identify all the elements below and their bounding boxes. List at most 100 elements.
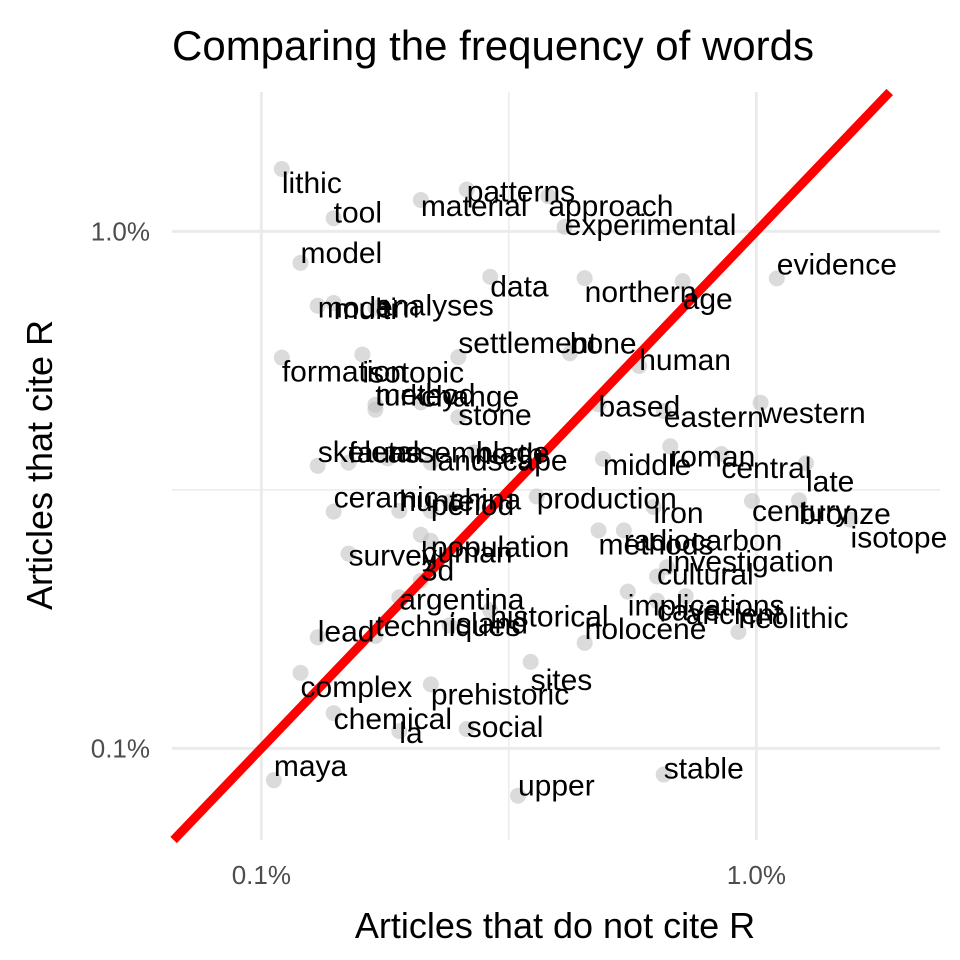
data-point [619,583,636,600]
word-label: cave [657,595,720,628]
data-point [412,394,429,411]
word-label: roman [670,440,755,473]
data-point [655,766,672,783]
word-label: maya [274,750,348,783]
word-label: survey [348,540,436,573]
data-point [422,502,439,519]
word-label: age [683,283,733,316]
word-label: approach [548,190,673,223]
word-label: landscape [431,445,568,478]
data-point [522,653,539,670]
major-gridlines [172,92,940,840]
data-point [325,294,342,311]
word-label: techniques [375,610,520,643]
data-point [730,623,747,640]
word-label: production [537,483,677,516]
data-point [292,254,309,271]
data-point [528,488,545,505]
word-label: turkey [375,380,457,413]
word-label: isotopic [362,356,464,389]
word-label: human [421,537,513,570]
word-label: china [450,484,522,517]
data-point [561,345,578,362]
data-point [340,545,357,562]
data-point [450,349,467,366]
word-label: complex [301,671,413,704]
word-label: change [421,380,519,413]
word-label: ancient [686,598,783,631]
word-label: lead [318,615,375,648]
y-axis-title: Articles that cite R [19,320,60,610]
data-point [265,772,282,789]
word-label: method [375,379,475,412]
data-point [743,492,760,509]
data-point [412,191,429,208]
data-point [713,446,730,463]
word-label: la [399,717,423,750]
data-point [325,503,342,520]
word-label: sites [531,664,593,697]
word-label: eastern [664,401,764,434]
data-point [648,592,665,609]
word-label: 3d [421,555,454,588]
word-label: historical [490,600,608,633]
data-point [482,268,499,285]
data-point [450,409,467,426]
data-point [422,454,439,471]
word-label: island [450,607,528,640]
word-label: argentina [399,583,524,616]
data-point [354,346,371,363]
data-point [458,721,475,738]
data-point [466,444,483,461]
word-label: chemical [334,703,452,736]
data-point [645,499,662,516]
word-label: model [301,237,383,270]
word-label: methods [599,528,714,561]
data-point [367,396,384,413]
data-point [662,438,679,455]
y-axis-ticks: 0.1% 1.0% [91,216,150,763]
data-point [441,617,458,634]
data-point [325,210,342,227]
x-axis-ticks: 0.1% 1.0% [232,860,786,890]
data-point [615,522,632,539]
word-label: patterns [467,175,575,208]
data-point [842,511,859,528]
data-point [791,492,808,509]
y-tick-label: 1.0% [91,216,150,246]
data-point [509,787,526,804]
word-label: assemblage [388,436,550,469]
word-label: based [599,390,681,423]
x-axis-title: Articles that do not cite R [355,905,755,946]
word-label: bone [570,327,637,360]
word-label: experimental [565,209,737,242]
data-point [292,664,309,681]
data-point [367,299,384,316]
word-label: late [806,465,854,498]
word-label: bronze [799,498,891,531]
word-label: multi [334,293,397,326]
data-point [340,454,357,471]
word-label: evidence [777,248,897,281]
word-label: fauna [348,437,423,470]
data-point [391,502,408,519]
word-label: stone [458,399,531,432]
data-point [422,676,439,693]
data-point [798,455,815,472]
reference-line [170,88,893,844]
data-point [412,526,429,543]
word-label: central [721,452,811,485]
word-label: neolithic [738,602,848,635]
word-label: settlement [458,327,597,360]
data-point [482,602,499,619]
data-point [576,270,593,287]
minor-gridlines [172,92,940,840]
data-point [273,349,290,366]
word-label: middle [603,449,691,482]
word-label: social [467,711,544,744]
word-label: lithic [282,167,342,200]
word-label: material [421,190,528,223]
word-label: upper [518,770,595,803]
data-point [674,273,691,290]
